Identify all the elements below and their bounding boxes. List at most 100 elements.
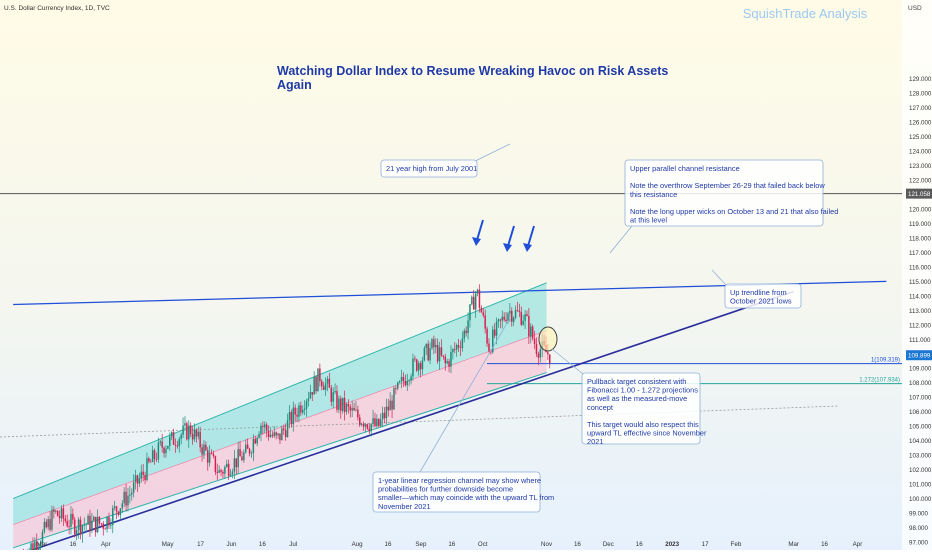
candle-body — [190, 425, 192, 434]
note-upper-channel-line: at this level — [630, 216, 667, 225]
price-tick-label: 109.000 — [909, 366, 932, 373]
time-tick-label: 16 — [385, 541, 392, 548]
candle-body — [464, 331, 466, 339]
candle-body — [133, 482, 135, 492]
candle-body — [91, 520, 93, 530]
candle-body — [332, 392, 334, 402]
candle-body — [462, 339, 464, 348]
candle-body — [256, 438, 258, 444]
candle-body — [416, 360, 418, 371]
candle-body — [277, 433, 279, 435]
note-up-trendline-line: October 2021 lows — [730, 297, 792, 306]
candle-body — [243, 452, 245, 460]
candle-body — [93, 517, 95, 521]
note-upper-channel-line: this resistance — [630, 190, 677, 199]
candle-body — [407, 381, 409, 385]
candle — [186, 421, 188, 440]
candle-body — [418, 363, 420, 370]
currency-label: USD — [908, 5, 922, 12]
candle-body — [215, 456, 217, 472]
time-tick-label: Jul — [289, 541, 297, 548]
candle-body — [177, 446, 179, 447]
candle-body — [108, 517, 110, 525]
candle-body — [59, 516, 61, 518]
candle-body — [293, 408, 295, 425]
candle-body — [104, 529, 106, 530]
candle-body — [420, 363, 422, 369]
candle-body — [247, 445, 249, 449]
candle-body — [74, 520, 76, 535]
candle-body — [367, 424, 369, 428]
candle-body — [414, 359, 416, 360]
candle-body — [500, 319, 502, 320]
candle-body — [253, 439, 255, 453]
price-tick-label: 104.000 — [909, 438, 932, 445]
candle-body — [154, 450, 156, 459]
candle-body — [498, 319, 500, 321]
candle-body — [258, 434, 260, 438]
candle-body — [502, 317, 504, 321]
candle-body — [218, 470, 220, 473]
candle-body — [65, 519, 67, 521]
candle-body — [179, 439, 181, 447]
candle-body — [513, 318, 515, 322]
candle-body — [547, 352, 549, 354]
candle-body — [209, 453, 211, 463]
candle-body — [496, 322, 498, 336]
candle-body — [357, 410, 359, 418]
candle-body — [351, 408, 353, 411]
candle-body — [146, 458, 148, 480]
price-tick-label: 97.000 — [909, 540, 928, 547]
candle-body — [230, 474, 232, 475]
candle-body — [325, 383, 327, 389]
candle-body — [184, 423, 186, 425]
time-tick-label: Jun — [226, 541, 237, 548]
candle-body — [410, 376, 412, 380]
candle-body — [386, 407, 388, 419]
note-pullback-line: concept — [587, 403, 613, 412]
note-regression-line: November 2021 — [378, 502, 431, 511]
candle-body — [135, 475, 137, 482]
candle-body — [194, 429, 196, 439]
candle-body — [302, 410, 304, 413]
candle-body — [494, 330, 496, 336]
candle-body — [481, 308, 483, 313]
candle-body — [97, 517, 99, 532]
candle-body — [522, 321, 524, 325]
price-tick-label: 115.000 — [909, 279, 931, 286]
candle-body — [505, 320, 507, 321]
note-upper-channel-line: Upper parallel channel resistance — [630, 164, 740, 173]
candle-body — [313, 377, 315, 395]
price-tick-label: 106.000 — [909, 409, 932, 416]
candle-body — [279, 433, 281, 440]
candle-body — [439, 347, 441, 361]
price-tag-current-text: 109.899 — [908, 353, 931, 360]
candle-body — [340, 398, 342, 410]
headline-line1: Watching Dollar Index to Resume Wreaking… — [277, 64, 668, 78]
price-tick-label: 124.000 — [909, 149, 932, 156]
price-tick-label: 117.000 — [909, 250, 931, 257]
candle-body — [141, 472, 143, 479]
candle-body — [285, 430, 287, 437]
candle-body — [142, 472, 144, 475]
candle-body — [199, 432, 201, 448]
candle-body — [317, 368, 319, 391]
candle-body — [405, 381, 407, 385]
candle-body — [228, 464, 230, 476]
price-tag-21-year-high: 121.058 — [906, 189, 932, 199]
candle-body — [224, 467, 226, 474]
candle — [532, 324, 534, 340]
candle-body — [275, 432, 277, 435]
price-tick-label: 111.000 — [909, 337, 931, 344]
candle-body — [427, 344, 429, 360]
candle-body — [308, 398, 310, 401]
candle-body — [488, 344, 490, 352]
candle-body — [515, 310, 517, 318]
price-tick-label: 114.000 — [909, 293, 931, 300]
candle-body — [540, 349, 542, 357]
candle-body — [530, 326, 532, 336]
candle-body — [245, 445, 247, 453]
candle-body — [465, 331, 467, 333]
candle-body — [236, 458, 238, 467]
